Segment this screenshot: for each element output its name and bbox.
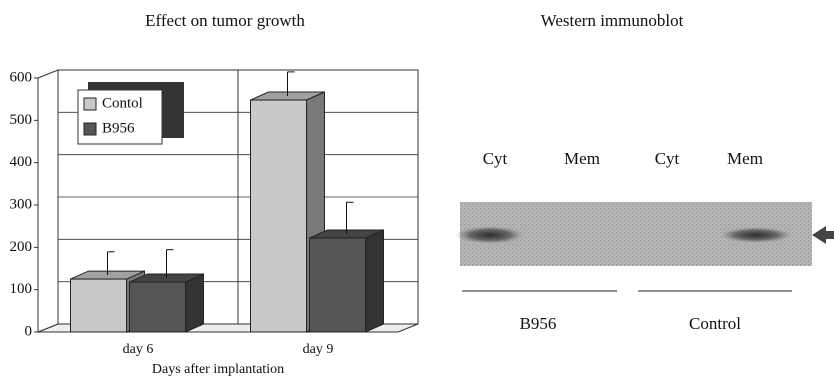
figure: Effect on tumor growth Days after implan… xyxy=(0,0,834,380)
blot-title: Western immunoblot xyxy=(541,11,684,30)
lane-label: Mem xyxy=(564,149,600,168)
y-tick-label: 100 xyxy=(10,281,33,297)
group-label: Control xyxy=(689,314,741,333)
blot-band xyxy=(720,227,792,243)
legend-label: B956 xyxy=(102,120,135,136)
blot-band xyxy=(456,226,524,244)
bar-chart: 0 100 200 300 400 500 600 day 6 day 9 Contol B956 xyxy=(10,69,419,357)
lane-label: Cyt xyxy=(655,149,680,168)
y-tick-label: 500 xyxy=(10,112,33,128)
side-wall xyxy=(38,70,58,332)
legend-swatch xyxy=(84,123,96,135)
lane-label: Cyt xyxy=(483,149,508,168)
y-tick-label: 0 xyxy=(25,323,33,339)
group-label: B956 xyxy=(520,314,557,333)
bar xyxy=(130,282,186,332)
x-tick-label: day 9 xyxy=(303,342,334,357)
legend-label: Contol xyxy=(102,95,143,111)
y-tick-label: 400 xyxy=(10,154,33,170)
bar-side xyxy=(366,230,384,332)
x-axis-label: Days after implantation xyxy=(152,362,284,377)
bar-side xyxy=(186,274,204,332)
bar xyxy=(251,100,307,332)
arrow xyxy=(812,226,834,244)
x-tick-label: day 6 xyxy=(123,342,154,357)
bar xyxy=(71,279,127,332)
y-tick-label: 300 xyxy=(10,196,33,212)
y-tick-label: 600 xyxy=(10,69,33,85)
western-blot: Western immunoblot Cyt Mem Cyt Mem B956 … xyxy=(456,11,834,333)
bar xyxy=(310,238,366,332)
chart-title: Effect on tumor growth xyxy=(145,11,305,30)
lane-label: Mem xyxy=(727,149,763,168)
y-tick-label: 200 xyxy=(10,239,33,255)
legend-swatch xyxy=(84,98,96,110)
